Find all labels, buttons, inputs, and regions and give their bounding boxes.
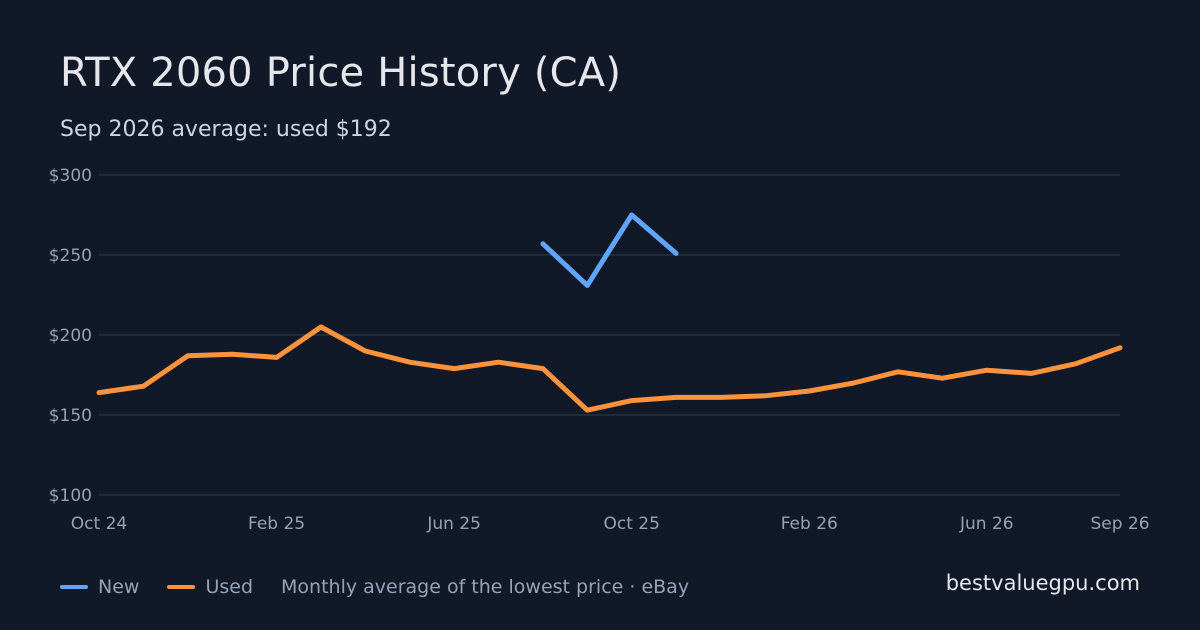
series-line-used bbox=[96, 324, 1123, 413]
chart-footer: New Used Monthly average of the lowest p… bbox=[60, 573, 689, 601]
x-tick-label: Oct 25 bbox=[603, 514, 659, 534]
chart-subtitle: Sep 2026 average: used $192 bbox=[60, 117, 392, 142]
x-tick-label: Feb 26 bbox=[781, 514, 838, 534]
y-tick-label: $250 bbox=[49, 246, 92, 266]
x-tick-label: Jun 26 bbox=[959, 514, 1014, 534]
legend-item-new: New bbox=[60, 576, 139, 598]
x-tick-label: Feb 25 bbox=[248, 514, 305, 534]
legend-label-used: Used bbox=[205, 576, 254, 598]
series-lines bbox=[96, 212, 1123, 413]
x-tick-label: Oct 24 bbox=[71, 514, 127, 534]
x-tick-label: Sep 26 bbox=[1090, 514, 1149, 534]
y-tick-label: $150 bbox=[49, 406, 92, 426]
grid-lines bbox=[99, 174, 1120, 496]
y-tick-label: $100 bbox=[49, 486, 92, 506]
y-axis-ticks: $300 $250 $200 $150 $100 bbox=[49, 166, 92, 506]
y-tick-label: $300 bbox=[49, 166, 92, 186]
x-axis-ticks: Oct 24 Feb 25 Jun 25 Oct 25 Feb 26 Jun 26 Sep … bbox=[71, 514, 1150, 534]
y-tick-label: $200 bbox=[49, 326, 92, 346]
source-note: Monthly average of the lowest price · eB… bbox=[281, 576, 690, 598]
legend-swatch-new bbox=[60, 585, 88, 589]
x-tick-label: Jun 25 bbox=[426, 514, 481, 534]
series-line-new bbox=[540, 212, 679, 288]
legend-swatch-used bbox=[167, 585, 196, 589]
legend-label-new: New bbox=[98, 576, 140, 598]
site-credit: bestvaluegpu.com bbox=[945, 571, 1140, 595]
chart-title: RTX 2060 Price History (CA) bbox=[60, 50, 622, 96]
legend-item-used: Used bbox=[167, 576, 253, 598]
